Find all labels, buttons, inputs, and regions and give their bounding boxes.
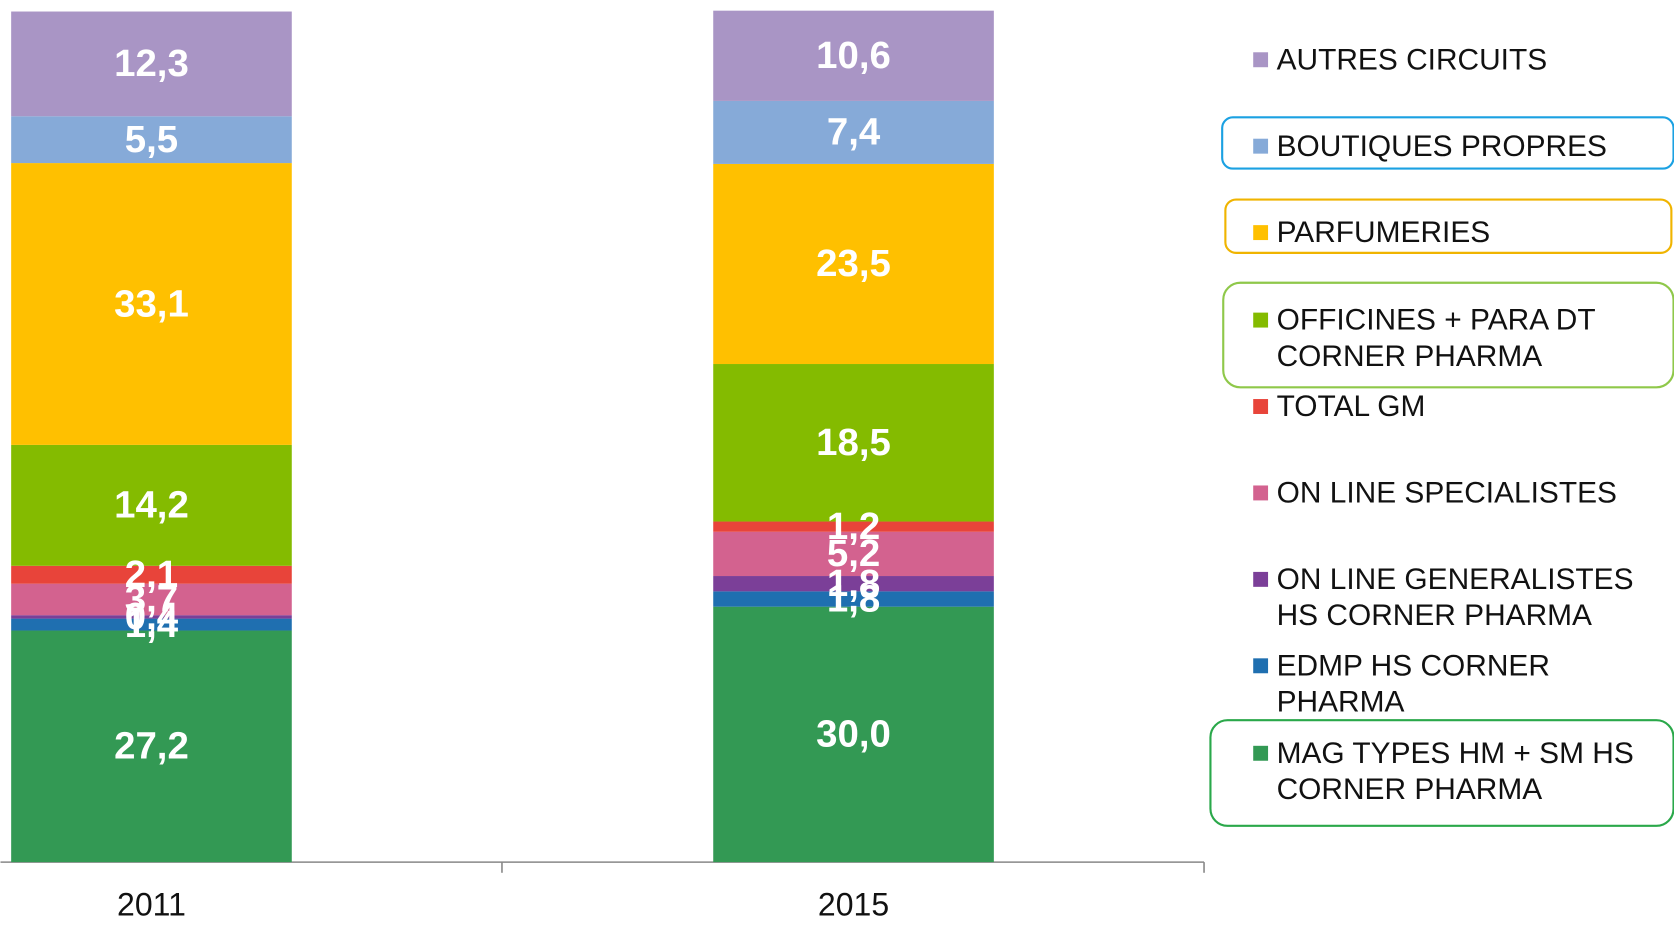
legend-swatch bbox=[1253, 572, 1269, 588]
legend-entry: AUTRES CIRCUITS bbox=[1253, 42, 1673, 78]
bar-segment bbox=[11, 116, 292, 164]
legend-swatch bbox=[1253, 485, 1269, 501]
data-label: 18,5 bbox=[816, 421, 891, 464]
data-label: 33,1 bbox=[114, 282, 189, 325]
bar-segment bbox=[713, 10, 994, 101]
bar-segment bbox=[11, 444, 292, 566]
legend-item: ON LINE GENERALISTES HS CORNER PHARMA bbox=[1253, 561, 1673, 634]
bar-segment bbox=[713, 100, 994, 164]
bar-segment bbox=[713, 576, 994, 592]
data-label: 1,8 bbox=[827, 577, 880, 620]
data-label: 12,3 bbox=[114, 42, 189, 85]
bar-segment bbox=[713, 163, 994, 365]
legend-swatch bbox=[1253, 745, 1269, 761]
bar-segment bbox=[11, 583, 292, 616]
data-label: 23,5 bbox=[816, 242, 891, 285]
data-label: 0,4 bbox=[125, 595, 179, 638]
legend-entry: ON LINE SPECIALISTES bbox=[1253, 475, 1673, 511]
bar-segment bbox=[11, 630, 292, 863]
data-label: 1,8 bbox=[827, 562, 880, 605]
legend-label: AUTRES CIRCUITS bbox=[1276, 42, 1548, 76]
legend-swatch bbox=[1253, 658, 1269, 674]
legend-swatch bbox=[1253, 225, 1269, 241]
legend-entry: PARFUMERIES bbox=[1253, 215, 1673, 251]
legend-item: OFFICINES + PARA DT CORNER PHARMA bbox=[1253, 302, 1673, 375]
data-label: 1,2 bbox=[827, 505, 880, 548]
data-label: 3,7 bbox=[125, 578, 178, 621]
data-label: 30,0 bbox=[816, 713, 891, 756]
legend-entry: TOTAL GM bbox=[1253, 388, 1673, 424]
bar-segment bbox=[713, 521, 994, 532]
bar-segment bbox=[713, 606, 994, 863]
bar-segment bbox=[11, 615, 292, 619]
legend-swatch bbox=[1253, 398, 1269, 414]
legend-item: MAG TYPES HM + SM HS CORNER PHARMA bbox=[1253, 735, 1673, 808]
legend-label: TOTAL GM bbox=[1276, 389, 1426, 423]
legend-swatch bbox=[1253, 312, 1269, 328]
legend-item: AUTRES CIRCUITS bbox=[1253, 42, 1673, 78]
data-label: 2,1 bbox=[125, 553, 178, 596]
data-label: 1,4 bbox=[125, 603, 179, 646]
legend-label: EDMP HS CORNER PHARMA bbox=[1276, 649, 1550, 719]
legend-entry: ON LINE GENERALISTES HS CORNER PHARMA bbox=[1253, 561, 1673, 634]
legend-label: PARFUMERIES bbox=[1276, 215, 1491, 250]
legend-entry: MAG TYPES HM + SM HS CORNER PHARMA bbox=[1253, 735, 1673, 808]
legend-swatch bbox=[1253, 52, 1269, 68]
legend-entry: BOUTIQUES PROPRES bbox=[1253, 128, 1673, 164]
legend-item: BOUTIQUES PROPRES bbox=[1253, 128, 1673, 164]
legend-item: ON LINE SPECIALISTES bbox=[1253, 475, 1673, 511]
legend-label: ON LINE GENERALISTES HS CORNER PHARMA bbox=[1276, 562, 1634, 632]
legend-swatch bbox=[1253, 138, 1269, 154]
legend-item: EDMP HS CORNER PHARMA bbox=[1253, 648, 1673, 721]
legend-label: MAG TYPES HM + SM HS CORNER PHARMA bbox=[1276, 735, 1634, 806]
bar-segment bbox=[713, 364, 994, 522]
legend-label: BOUTIQUES PROPRES bbox=[1276, 129, 1607, 163]
data-label: 14,2 bbox=[114, 484, 189, 527]
legend-label: ON LINE SPECIALISTES bbox=[1276, 475, 1617, 509]
legend-highlight bbox=[1224, 198, 1673, 254]
legend-entry: EDMP HS CORNER PHARMA bbox=[1253, 648, 1673, 721]
x-tick-label: 2015 bbox=[818, 886, 889, 922]
bar-segment bbox=[11, 565, 292, 584]
data-label: 5,5 bbox=[125, 118, 178, 161]
data-label: 27,2 bbox=[114, 725, 189, 768]
legend-entry: OFFICINES + PARA DT CORNER PHARMA bbox=[1253, 302, 1673, 375]
bar-segment bbox=[713, 591, 994, 607]
bar-segment bbox=[713, 531, 994, 577]
data-label: 5,2 bbox=[827, 532, 880, 575]
data-label: 7,4 bbox=[827, 111, 881, 154]
bar-segment bbox=[11, 11, 292, 117]
bar-segment bbox=[11, 163, 292, 445]
data-label: 10,6 bbox=[816, 34, 891, 77]
bar-segment bbox=[11, 618, 292, 631]
legend-item: TOTAL GM bbox=[1253, 388, 1673, 424]
legend-label: OFFICINES + PARA DT CORNER PHARMA bbox=[1276, 302, 1596, 372]
legend-item: PARFUMERIES bbox=[1253, 215, 1673, 251]
x-tick-label: 2011 bbox=[117, 886, 186, 922]
